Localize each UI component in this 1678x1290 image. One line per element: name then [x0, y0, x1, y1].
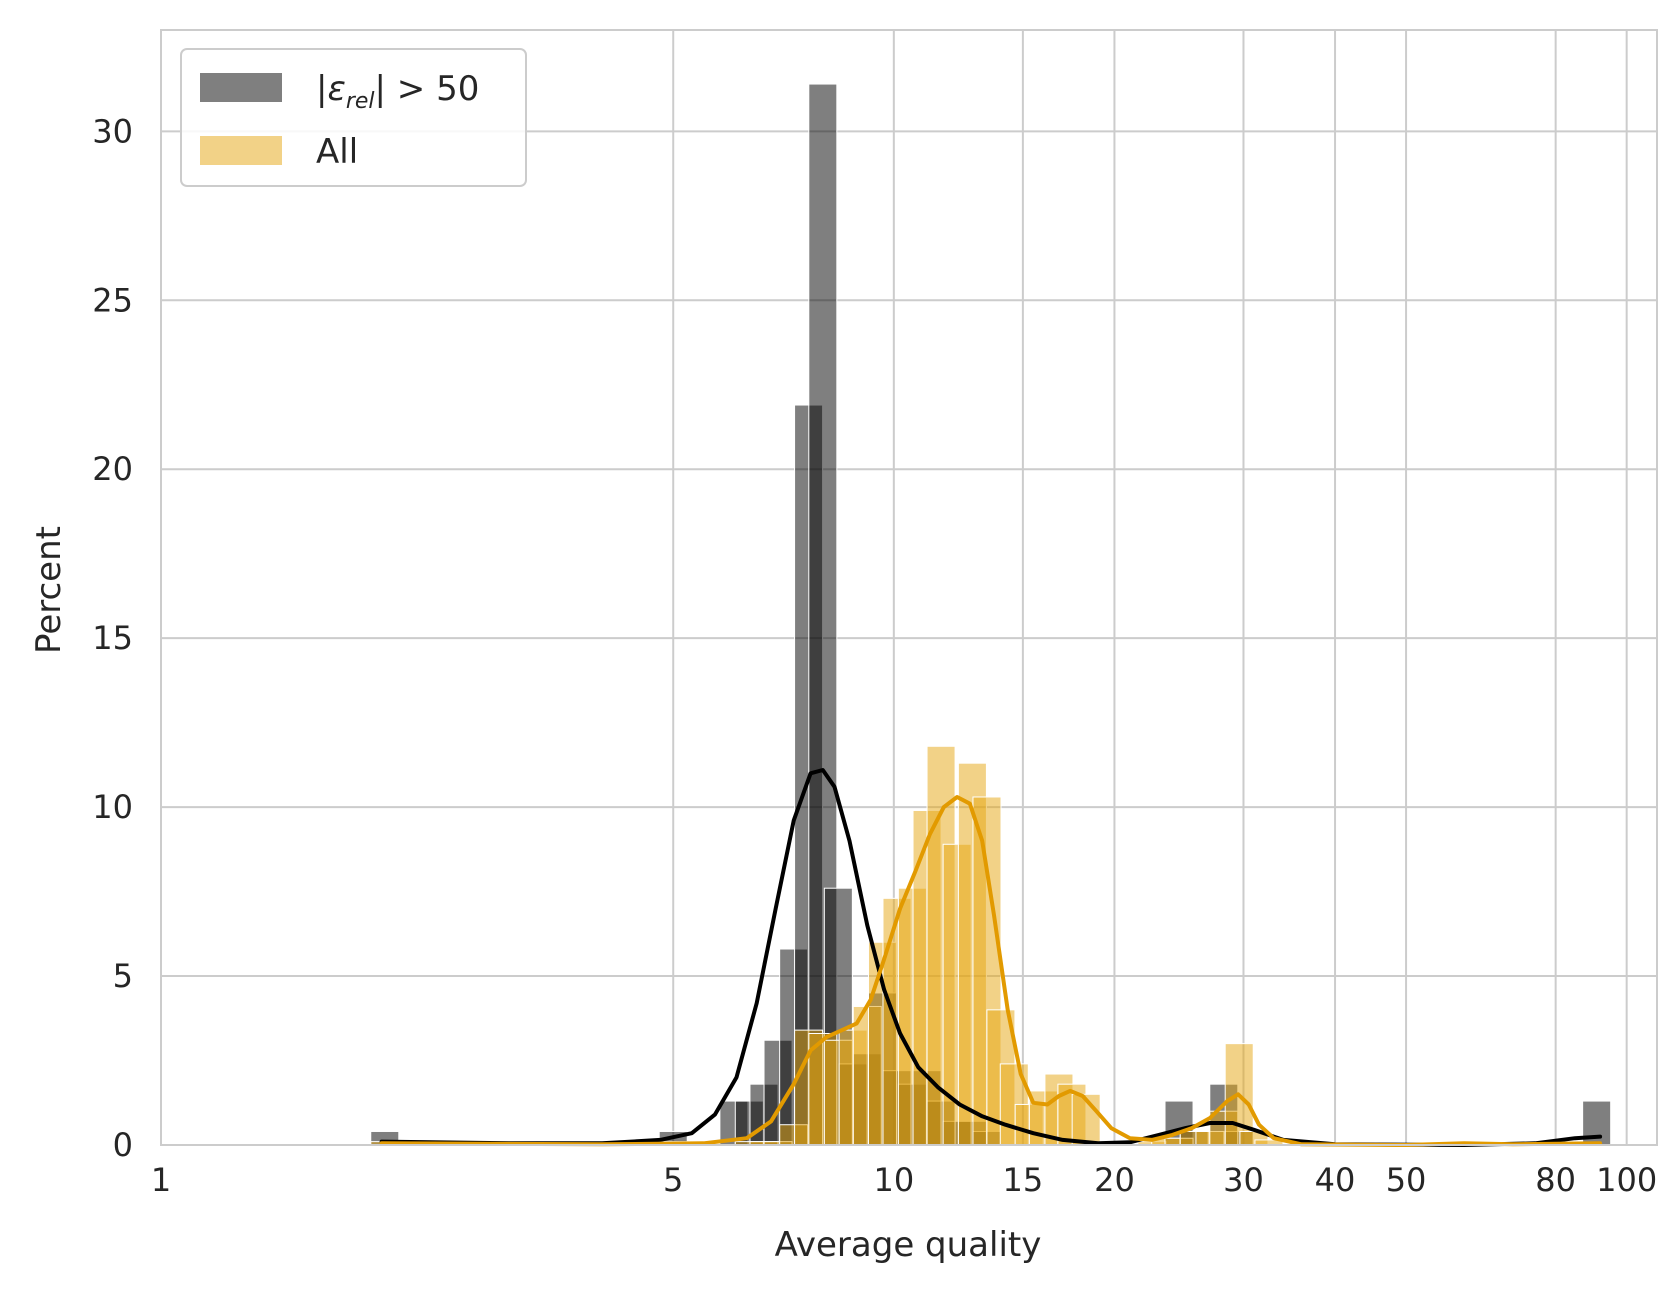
y-tick-label: 0 — [113, 1126, 133, 1164]
x-tick-label: 15 — [1003, 1161, 1044, 1199]
x-tick-label: 30 — [1223, 1161, 1264, 1199]
y-tick-label: 20 — [92, 450, 133, 488]
x-tick-label: 5 — [663, 1161, 683, 1199]
kde-line — [379, 795, 1603, 1147]
y-tick-label: 30 — [92, 112, 133, 150]
y-tick-label: 15 — [92, 619, 133, 657]
y-axis-label: Percent — [29, 526, 69, 654]
legend-swatch-all — [200, 136, 282, 165]
legend-label-post: | > 50 — [375, 69, 480, 109]
plot-frame — [160, 29, 1658, 1146]
legend-label-all: All — [316, 132, 358, 172]
legend-label-sub: rel — [346, 89, 375, 114]
y-tick-label: 25 — [92, 281, 133, 319]
x-tick-label: 50 — [1386, 1161, 1427, 1199]
kde-curves — [379, 768, 1603, 1147]
y-tick-label: 5 — [113, 957, 133, 995]
y-tick-label: 10 — [92, 788, 133, 826]
legend-label-pre: |ε — [316, 69, 346, 109]
x-tick-label: 1 — [151, 1161, 171, 1199]
x-tick-label: 100 — [1596, 1161, 1657, 1199]
y-tick-labels: 0 5 10 15 20 25 30 — [92, 112, 133, 1164]
x-axis-label: Average quality — [775, 1225, 1042, 1265]
x-tick-labels: 1 5 10 15 20 30 40 50 80 100 — [151, 1161, 1657, 1199]
kde-line — [379, 768, 1603, 1147]
x-tick-label: 80 — [1535, 1161, 1576, 1199]
legend: |εrel| > 50 All — [180, 48, 527, 187]
legend-swatch-high-error — [200, 73, 282, 102]
x-tick-label: 10 — [873, 1161, 914, 1199]
x-tick-label: 20 — [1094, 1161, 1135, 1199]
legend-label-high-error: |εrel| > 50 — [316, 69, 479, 114]
x-tick-label: 40 — [1315, 1161, 1356, 1199]
